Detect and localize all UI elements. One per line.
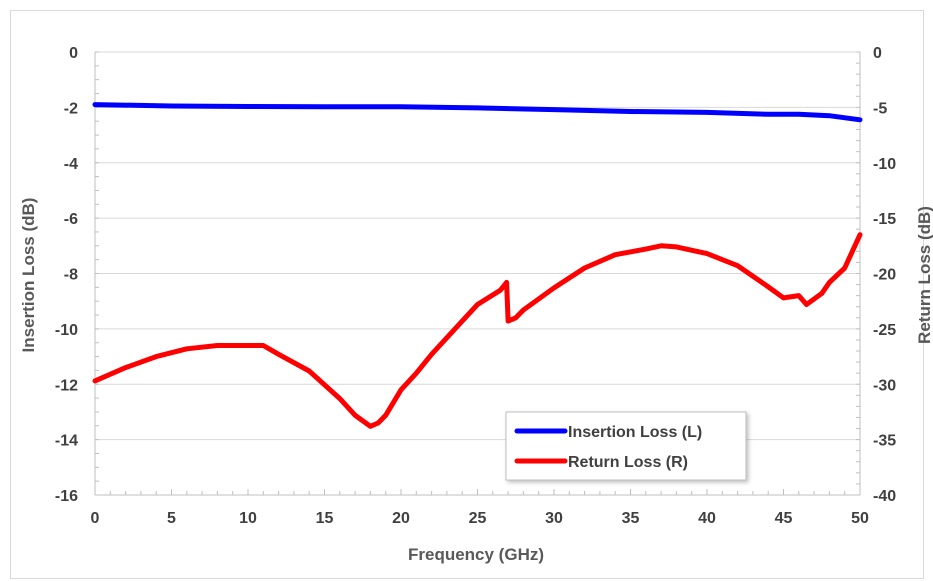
x-tick-label: 35: [622, 510, 640, 527]
y-left-tick-label: 0: [69, 45, 78, 62]
y-left-axis-title: Insertion Loss (dB): [19, 198, 38, 353]
x-tick-label: 5: [167, 510, 176, 527]
chart-frame: [10, 10, 924, 579]
y-left-tick-label: -14: [55, 433, 78, 450]
y-left-tick-label: -4: [64, 156, 78, 173]
x-tick-label: 30: [545, 510, 563, 527]
x-tick-label: 40: [698, 510, 716, 527]
y-left-tick-label: -16: [55, 488, 78, 505]
y-right-tick-label: -10: [873, 156, 896, 173]
y-left-tick-label: -10: [55, 322, 78, 339]
x-tick-label: 0: [91, 510, 100, 527]
y-right-tick-label: 0: [873, 45, 882, 62]
legend-label-return-loss: Return Loss (R): [568, 454, 688, 471]
y-left-tick-label: -8: [64, 267, 78, 284]
y-right-tick-labels: 0 -5 -10 -15 -20 -25 -30 -35 -40: [873, 45, 896, 505]
x-tick-label: 50: [851, 510, 869, 527]
series-line-insertion-loss: [92, 102, 863, 123]
x-tick-labels: 0 5 10 15 20 25 30 35 40 45 50: [91, 510, 869, 527]
y-left-tick-label: -12: [55, 377, 78, 394]
y-right-tick-label: -20: [873, 267, 896, 284]
axes: [94, 51, 861, 496]
x-tick-label: 20: [392, 510, 410, 527]
y-right-tick-label: -35: [873, 433, 896, 450]
y-right-axis-title: Return Loss (dB): [915, 206, 933, 344]
y-left-tick-labels: 0 -2 -4 -6 -8 -10 -12 -14 -16: [55, 45, 78, 505]
legend-label-insertion-loss: Insertion Loss (L): [568, 424, 702, 441]
y-right-tick-label: -15: [873, 211, 896, 228]
legend: Insertion Loss (L) Return Loss (R): [505, 411, 747, 481]
legend-box: [505, 411, 747, 481]
y-right-tick-label: -30: [873, 377, 896, 394]
y-right-tick-label: -25: [873, 322, 896, 339]
y-right-tick-label: -40: [873, 488, 896, 505]
series-lines: [92, 102, 863, 429]
x-axis-title: Frequency (GHz): [408, 545, 544, 564]
y-right-tick-label: -5: [873, 100, 887, 117]
y-left-tick-label: -6: [64, 211, 78, 228]
x-tick-label: 25: [469, 510, 487, 527]
x-tick-label: 15: [316, 510, 334, 527]
x-tick-label: 10: [239, 510, 257, 527]
series-line-return-loss: [92, 232, 863, 429]
y-left-tick-label: -2: [64, 100, 78, 117]
x-tick-label: 45: [775, 510, 793, 527]
